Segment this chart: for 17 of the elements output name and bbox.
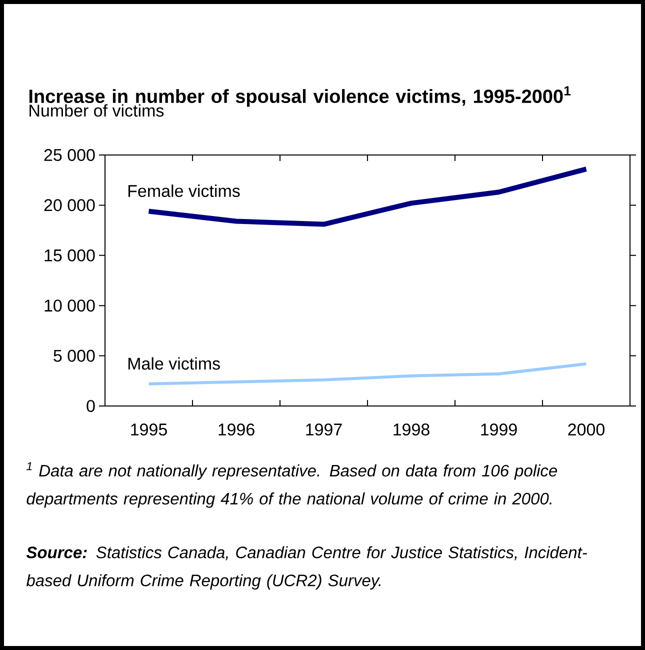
y-tick-label: 10 000 (44, 300, 95, 312)
y-axis-title: Number of victims (30, 104, 164, 117)
y-tick-label: 5 000 (54, 350, 95, 362)
y-tick-label: 0 (86, 400, 95, 412)
y-tick-label: 15 000 (44, 249, 95, 262)
y-tick-label: 20 000 (44, 199, 95, 212)
x-tick-label: 1999 (481, 424, 517, 436)
text: $^{1}$ Data are not nationally representative. Based on data from 106 police departments representing 41% of the national volume of crime in 2000. (26, 462, 558, 508)
x-tick-label: 1997 (306, 424, 342, 436)
x-tick-label: 2000 (568, 424, 604, 436)
text: Source: Statistics Canada, Canadian Centre for Justice Statistics, Incident-based Uniform Crime Reporting (UCR2) Survey. (26, 546, 588, 590)
series-label: Female victims (128, 184, 240, 198)
x-tick-label: 1998 (394, 424, 430, 436)
x-tick-label: 1996 (218, 424, 254, 436)
x-tick-label: 1995 (131, 424, 167, 436)
series-label: Male victims (128, 357, 220, 370)
y-tick-label: 25 000 (44, 148, 95, 162)
